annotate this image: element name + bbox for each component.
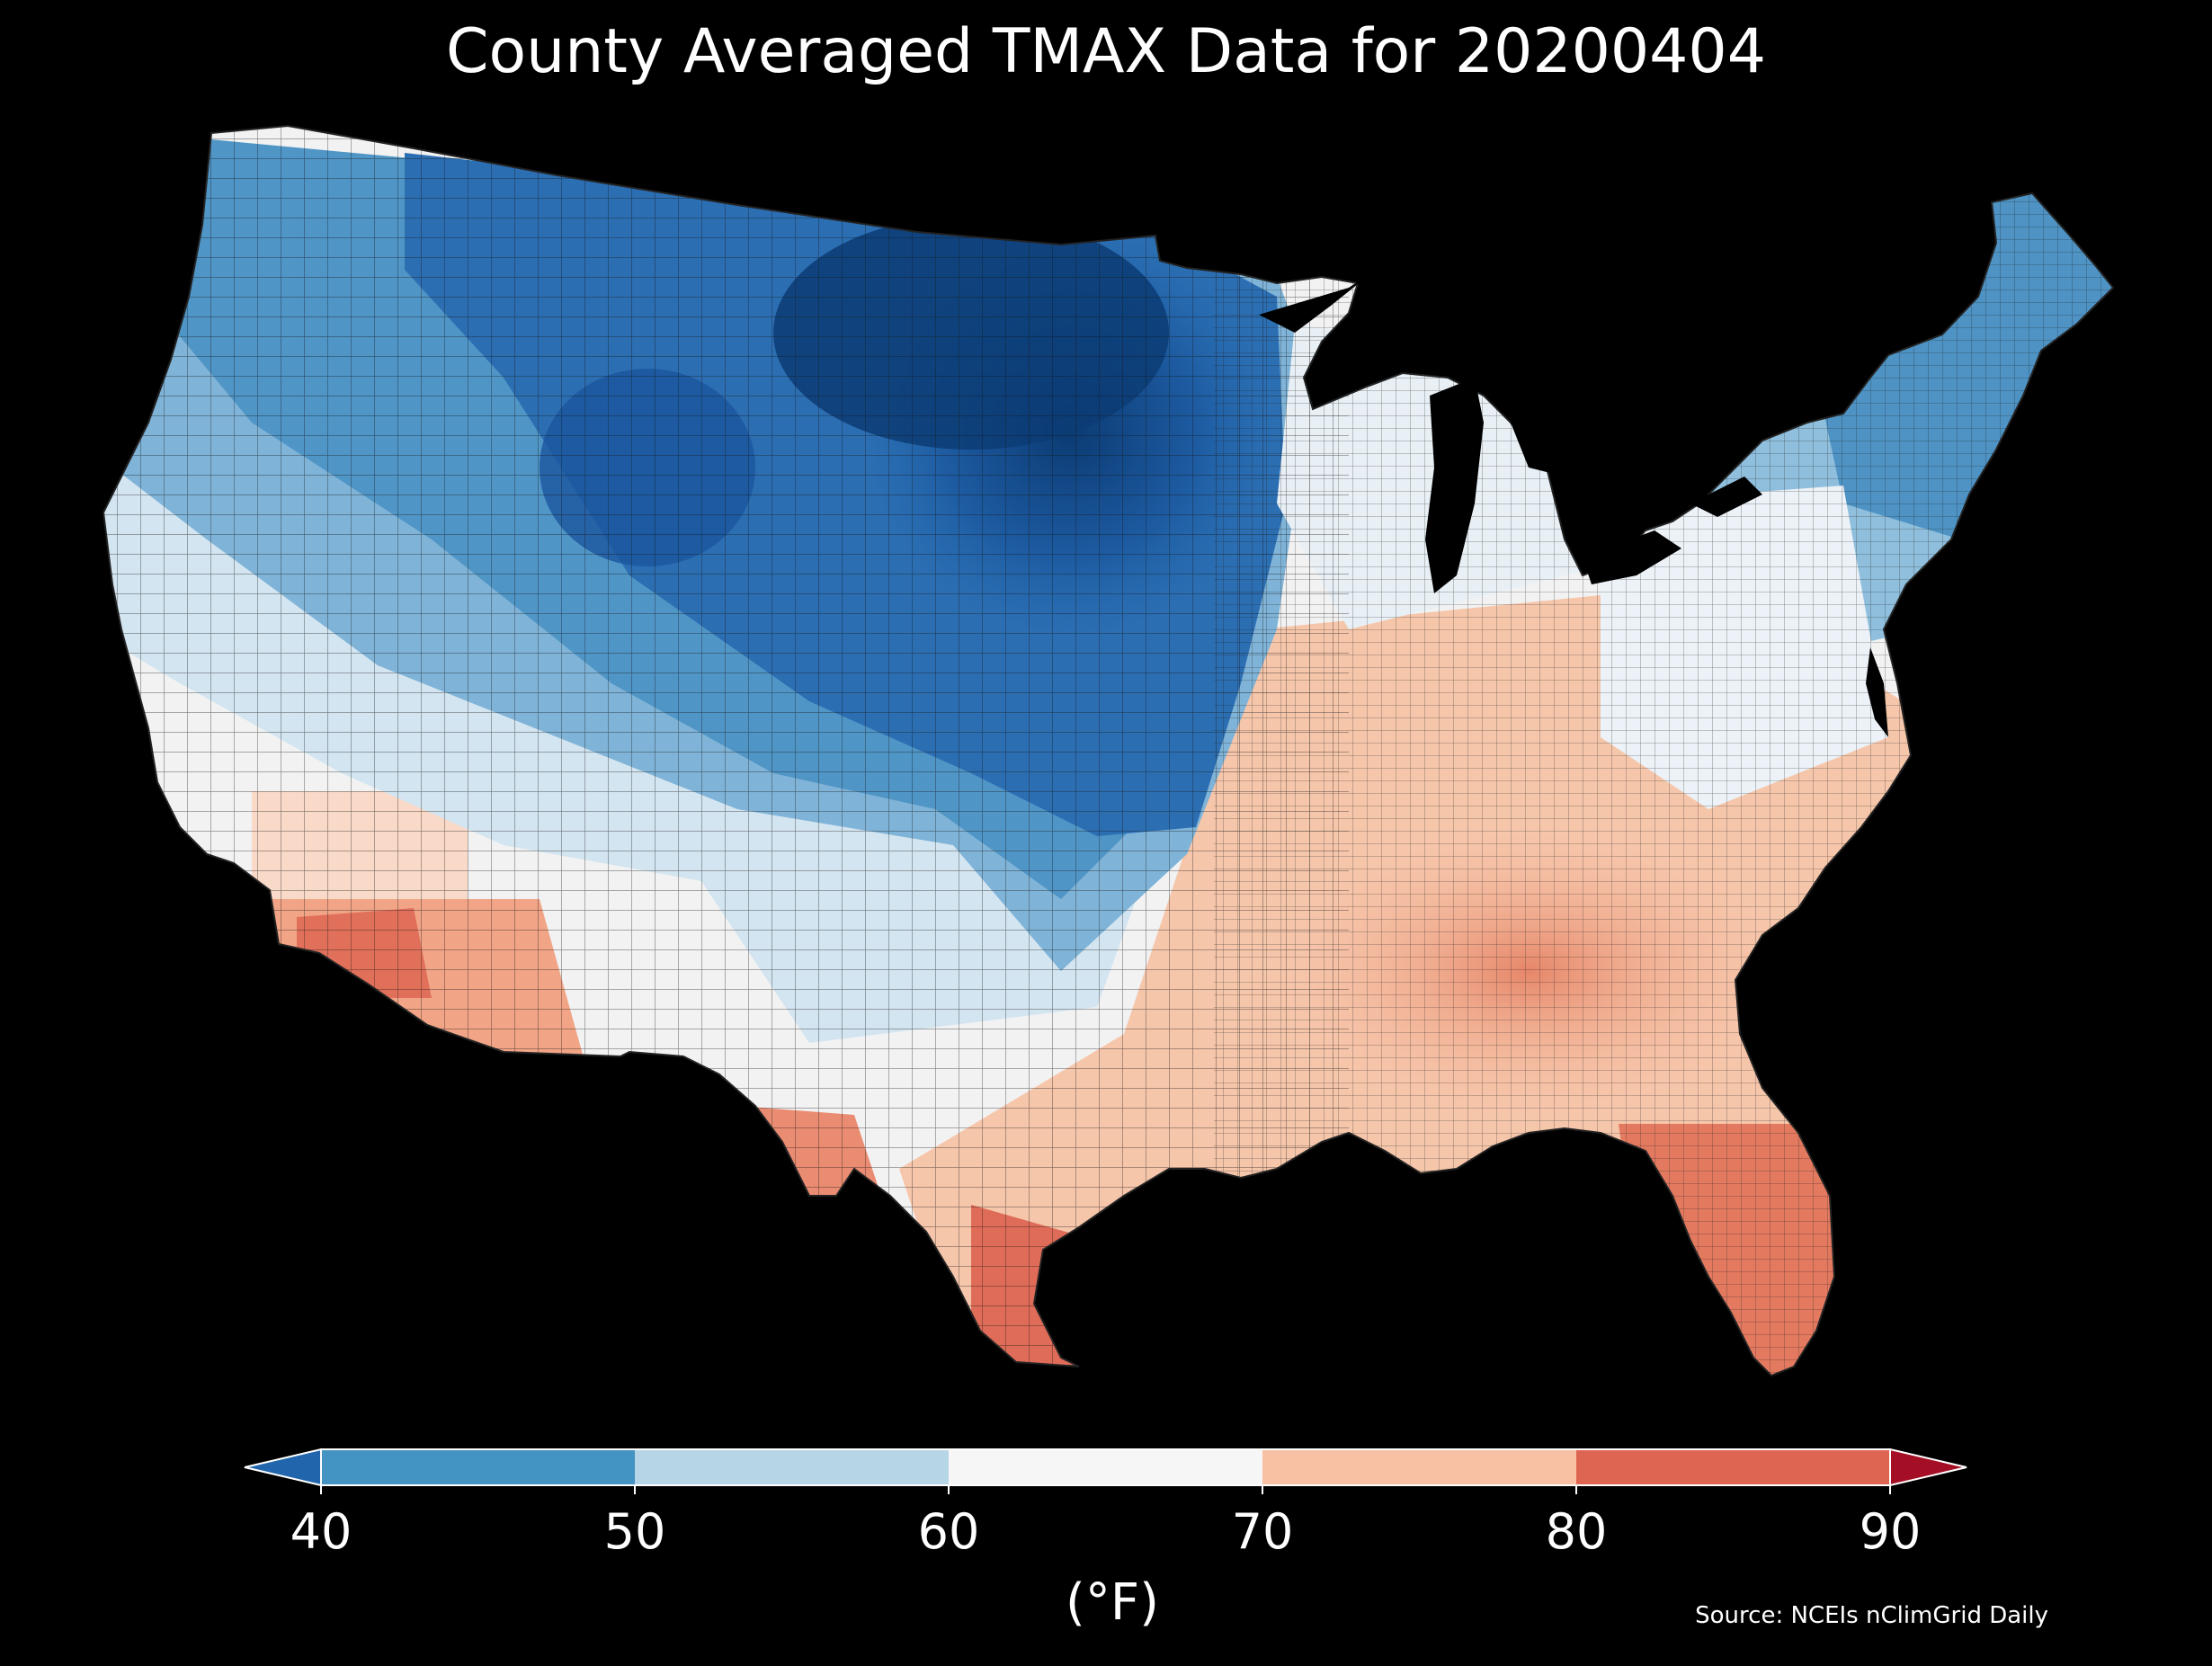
colorbar-over-arrow <box>1889 1448 1967 1487</box>
colorbar-bin-60-70 <box>949 1449 1262 1485</box>
colorbar-under-arrow <box>244 1448 322 1487</box>
colorbar-tick-label: 70 <box>1232 1503 1294 1560</box>
colorbar-bin-50-60 <box>635 1449 949 1485</box>
colorbar-tick-label: 40 <box>290 1503 352 1560</box>
colorbar-tick-label: 80 <box>1546 1503 1608 1560</box>
map-title: County Averaged TMAX Data for 20200404 <box>446 16 1766 87</box>
colorbar-bin-70-80 <box>1262 1449 1576 1485</box>
colorbar-bin-40-50 <box>321 1449 635 1485</box>
colorbar-tick-label: 90 <box>1860 1503 1922 1560</box>
colorbar-tick-label: 50 <box>604 1503 666 1560</box>
colorbar-frame <box>320 1448 1891 1486</box>
source-credit: Source: NCEIs nClimGrid Daily <box>1695 1602 2048 1629</box>
colorbar-bin-80-90 <box>1576 1449 1890 1485</box>
colorbar-tick-label: 60 <box>918 1503 980 1560</box>
colorbar-unit-label: (°F) <box>1066 1573 1159 1632</box>
